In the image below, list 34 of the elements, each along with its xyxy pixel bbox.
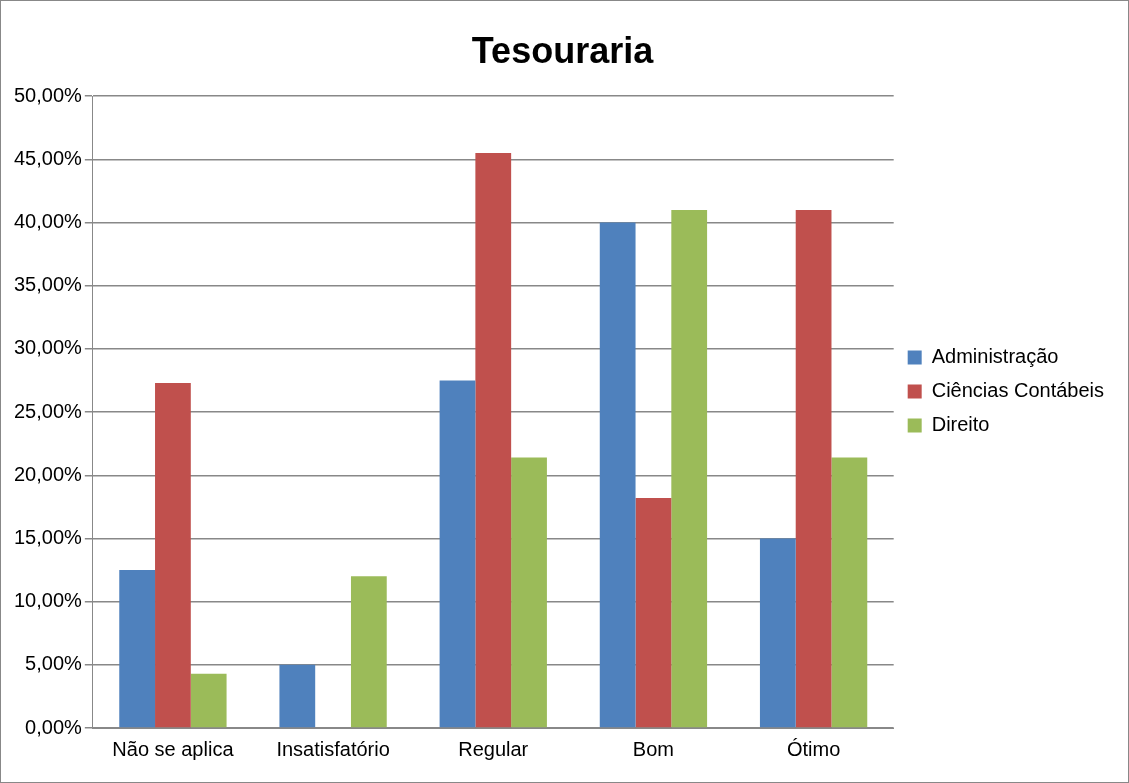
bar bbox=[511, 457, 547, 728]
x-tick-label: Não se aplica bbox=[112, 737, 235, 760]
bar bbox=[795, 209, 832, 728]
bar bbox=[350, 576, 387, 728]
y-tick-label: 35,00% bbox=[13, 273, 83, 296]
y-tick-label: 40,00% bbox=[13, 210, 83, 233]
y-tick-label: 20,00% bbox=[13, 462, 83, 485]
y-tick-label: 45,00% bbox=[13, 146, 83, 169]
bar bbox=[671, 209, 708, 728]
bar bbox=[831, 457, 868, 728]
bar bbox=[635, 498, 672, 728]
legend-label: Administração bbox=[931, 345, 1059, 368]
y-tick-label: 30,00% bbox=[13, 336, 83, 359]
x-tick-label: Bom bbox=[632, 737, 674, 760]
y-tick-label: 10,00% bbox=[13, 589, 83, 612]
x-tick-label: Regular bbox=[458, 737, 529, 760]
legend-label: Direito bbox=[931, 413, 990, 436]
legend-label: Ciências Contábeis bbox=[931, 379, 1105, 402]
x-tick-label: Ótimo bbox=[786, 737, 841, 760]
bar bbox=[190, 673, 227, 728]
x-tick-label: Insatisfatório bbox=[276, 737, 390, 760]
bar bbox=[279, 664, 316, 728]
bar bbox=[475, 153, 512, 728]
y-tick-label: 0,00% bbox=[25, 715, 83, 738]
bar bbox=[759, 538, 796, 728]
bar bbox=[599, 222, 636, 728]
bar bbox=[119, 570, 156, 728]
y-tick-label: 15,00% bbox=[13, 525, 83, 548]
bar bbox=[439, 380, 476, 728]
bar bbox=[155, 383, 191, 728]
y-tick-label: 25,00% bbox=[13, 399, 83, 422]
chart-title: Tesouraria bbox=[471, 29, 655, 71]
y-tick-label: 5,00% bbox=[25, 652, 83, 675]
y-tick-label: 50,00% bbox=[13, 83, 83, 106]
